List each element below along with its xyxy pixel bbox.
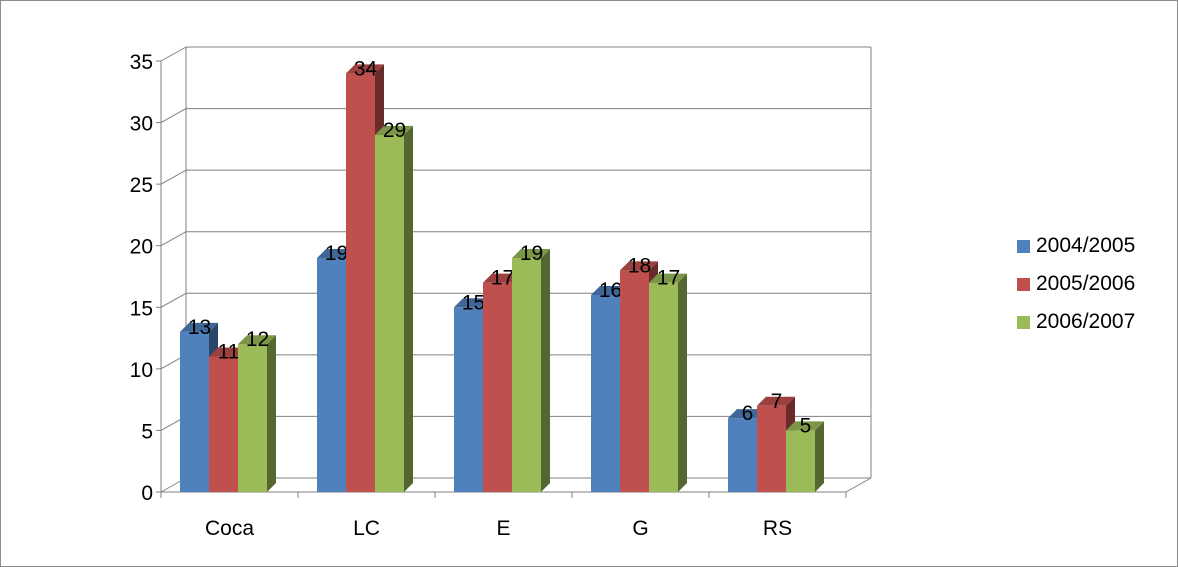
bar-top [620, 261, 658, 271]
legend-item: 2005/2006 [1017, 265, 1135, 303]
y-tick-label: 0 [141, 482, 153, 505]
legend-item: 2004/2005 [1017, 227, 1135, 265]
bar [238, 344, 267, 492]
bar [375, 134, 404, 492]
bar-top [346, 64, 384, 74]
y-tick-label: 30 [130, 113, 153, 136]
bar [728, 418, 757, 492]
bar-top [209, 347, 247, 357]
data-label: 13 [188, 316, 211, 339]
y-tick-label: 10 [130, 359, 153, 382]
data-label: 17 [657, 267, 680, 290]
legend-label: 2005/2006 [1036, 272, 1136, 295]
bar-top [483, 273, 521, 283]
legend: 2004/2005 2005/2006 2006/2007 [1017, 227, 1135, 341]
x-tick-label: G [632, 517, 648, 540]
wall-gridline [160, 292, 187, 308]
bar [786, 430, 815, 492]
data-label: 16 [599, 279, 622, 302]
bar [620, 270, 649, 492]
data-label: 34 [354, 57, 378, 80]
bar-side [267, 335, 276, 492]
bar [209, 356, 238, 492]
bar [346, 73, 375, 493]
bar [512, 258, 541, 492]
data-label: 18 [628, 254, 651, 277]
legend-label: 2004/2005 [1036, 234, 1136, 257]
bar-top [238, 335, 276, 345]
wall-gridline [160, 108, 187, 124]
x-tick-label: LC [353, 517, 380, 540]
wall-gridline [160, 46, 187, 62]
wall-gridline [160, 231, 187, 247]
bar-side [541, 249, 550, 492]
bar-top [375, 125, 413, 135]
bar-top [317, 249, 355, 259]
data-label: 29 [383, 119, 406, 142]
data-label: 12 [246, 328, 269, 351]
bar-top [180, 322, 218, 332]
data-label: 15 [462, 291, 485, 314]
legend-label: 2006/2007 [1036, 310, 1136, 333]
bar-top [757, 396, 795, 406]
data-label: 7 [771, 390, 783, 413]
bar [757, 405, 786, 492]
data-label: 6 [742, 402, 754, 425]
data-label: 5 [800, 414, 812, 437]
data-label: 19 [325, 242, 348, 265]
bar-top [786, 421, 824, 431]
legend-swatch [1017, 239, 1030, 253]
x-tick-label: E [496, 517, 510, 540]
y-tick-label: 35 [130, 51, 153, 74]
data-label: 11 [218, 341, 240, 364]
bar [591, 294, 620, 492]
bar-top [649, 273, 687, 283]
bar [483, 282, 512, 492]
bar [649, 282, 678, 492]
bar [317, 258, 346, 492]
y-tick-label: 5 [141, 420, 153, 443]
y-tick-label: 25 [130, 174, 153, 197]
y-tick-label: 15 [130, 297, 153, 320]
bar-side [815, 421, 824, 492]
bar-side [678, 273, 687, 492]
data-label: 17 [491, 267, 514, 290]
bar-top [512, 249, 550, 259]
legend-swatch [1017, 315, 1030, 329]
bar-top [728, 409, 766, 419]
bar [454, 307, 483, 492]
x-tick-label: Coca [205, 517, 254, 540]
bar-side [404, 125, 413, 492]
legend-swatch [1017, 277, 1030, 291]
floor-edge [845, 477, 872, 493]
wall-gridline [160, 169, 187, 185]
bar-top [591, 285, 629, 295]
y-tick-label: 20 [130, 236, 153, 259]
x-tick-label: RS [763, 517, 792, 540]
legend-item: 2006/2007 [1017, 303, 1135, 341]
data-label: 19 [520, 242, 543, 265]
bar [180, 331, 209, 492]
bar-top [454, 298, 492, 308]
